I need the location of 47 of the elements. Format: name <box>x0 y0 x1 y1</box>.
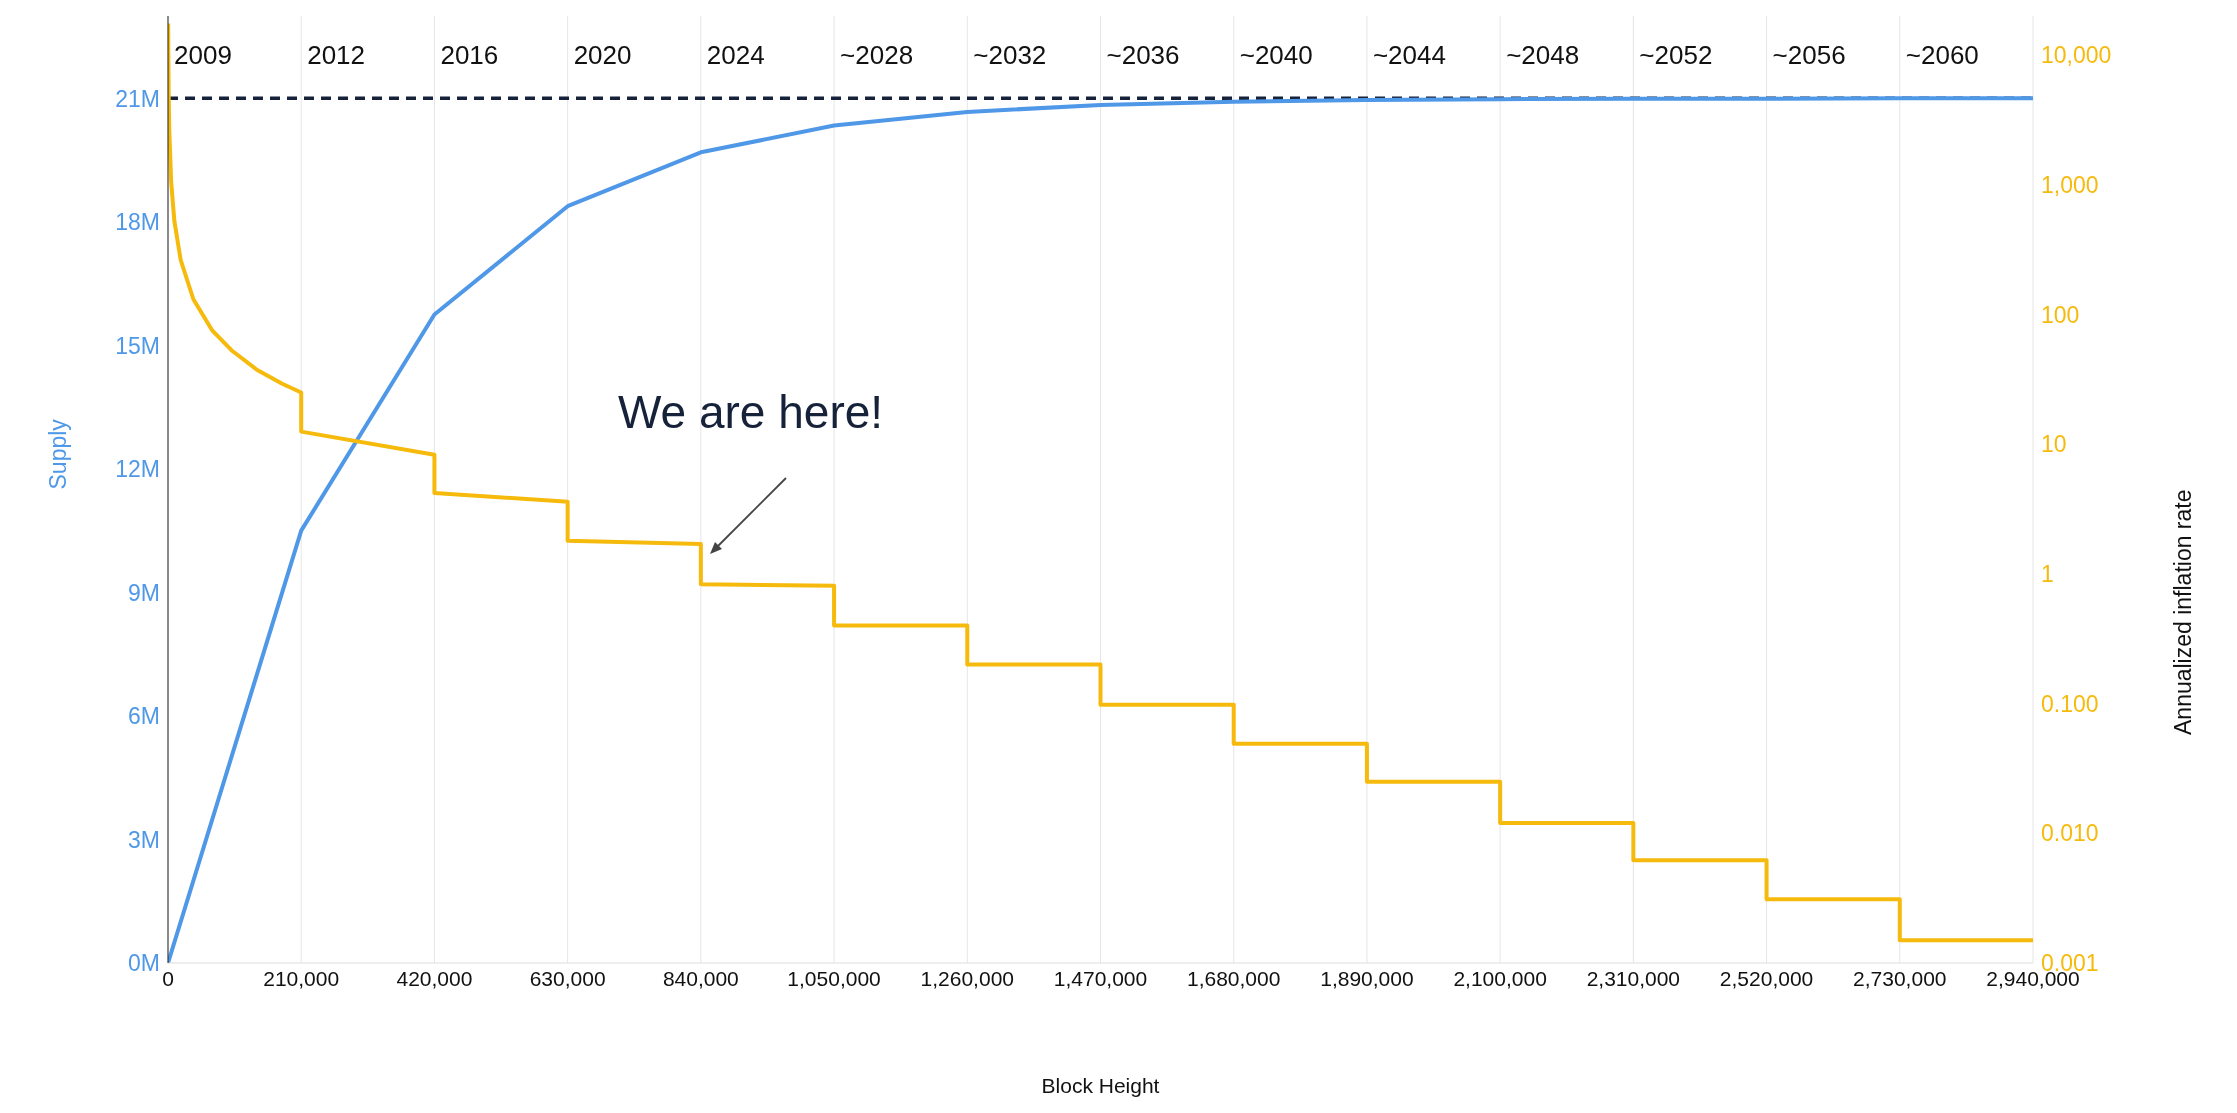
x-tick-label: 2,310,000 <box>1586 966 1681 990</box>
x-tick-label: 2,520,000 <box>1719 966 1814 990</box>
x-tick-label: 2,100,000 <box>1453 966 1547 990</box>
x-axis-title: Block Height <box>1041 1074 1160 1097</box>
x-tick-label: 2,730,000 <box>1853 966 1947 990</box>
annotation: ~2060 <box>1905 40 1979 70</box>
annotation: We are here! <box>618 386 884 438</box>
y2-tick-label: 10 <box>2041 431 2067 458</box>
annotation: ~2028 <box>840 40 914 70</box>
annotation: ~2040 <box>1239 40 1313 70</box>
annotation: 2020 <box>573 40 632 70</box>
x-tick-label: 1,680,000 <box>1187 966 1281 990</box>
y-tick-label: 21M <box>115 85 160 112</box>
annotation: ~2036 <box>1106 40 1180 70</box>
y2-axis-title: Annualized inflation rate <box>2170 489 2197 735</box>
annotation: ~2048 <box>1506 40 1580 70</box>
annotation: ~2032 <box>973 40 1047 70</box>
x-tick-label: 1,890,000 <box>1320 966 1414 990</box>
y2-tick-label: 1 <box>2041 561 2054 588</box>
annotation: 2016 <box>440 40 499 70</box>
x-tick-label: 1,470,000 <box>1053 966 1148 990</box>
y-tick-label: 15M <box>115 332 160 359</box>
annotation: ~2052 <box>1639 40 1713 70</box>
y-axis-title: Supply <box>45 418 72 490</box>
x-tick-label: 840,000 <box>662 966 739 990</box>
y2-tick-label: 1,000 <box>2041 171 2099 198</box>
x-tick-label: 0 <box>162 966 174 990</box>
y2-tick-label: 0.100 <box>2041 690 2099 717</box>
x-tick-label: 420,000 <box>396 966 473 990</box>
annotation: ~2044 <box>1372 40 1446 70</box>
x-tick-label: 1,050,000 <box>787 966 881 990</box>
annotation: 2009 <box>174 40 232 70</box>
y2-tick-label: 100 <box>2041 301 2080 328</box>
x-tick-label: 210,000 <box>263 966 340 990</box>
y-tick-label: 3M <box>128 826 160 853</box>
y-tick-label: 18M <box>115 209 160 236</box>
annotation: 2024 <box>706 40 765 70</box>
x-tick-label: 1,260,000 <box>920 966 1014 990</box>
y-tick-label: 12M <box>115 456 160 483</box>
y-tick-label: 9M <box>128 579 160 606</box>
x-tick-label: 630,000 <box>529 966 606 990</box>
y-tick-label: 6M <box>128 703 160 730</box>
y2-tick-label: 10,000 <box>2041 42 2112 69</box>
annotation: 2012 <box>307 40 366 70</box>
y2-tick-label: 0.010 <box>2041 820 2099 847</box>
y-tick-label: 0M <box>128 950 160 977</box>
annotation: ~2056 <box>1772 40 1846 70</box>
